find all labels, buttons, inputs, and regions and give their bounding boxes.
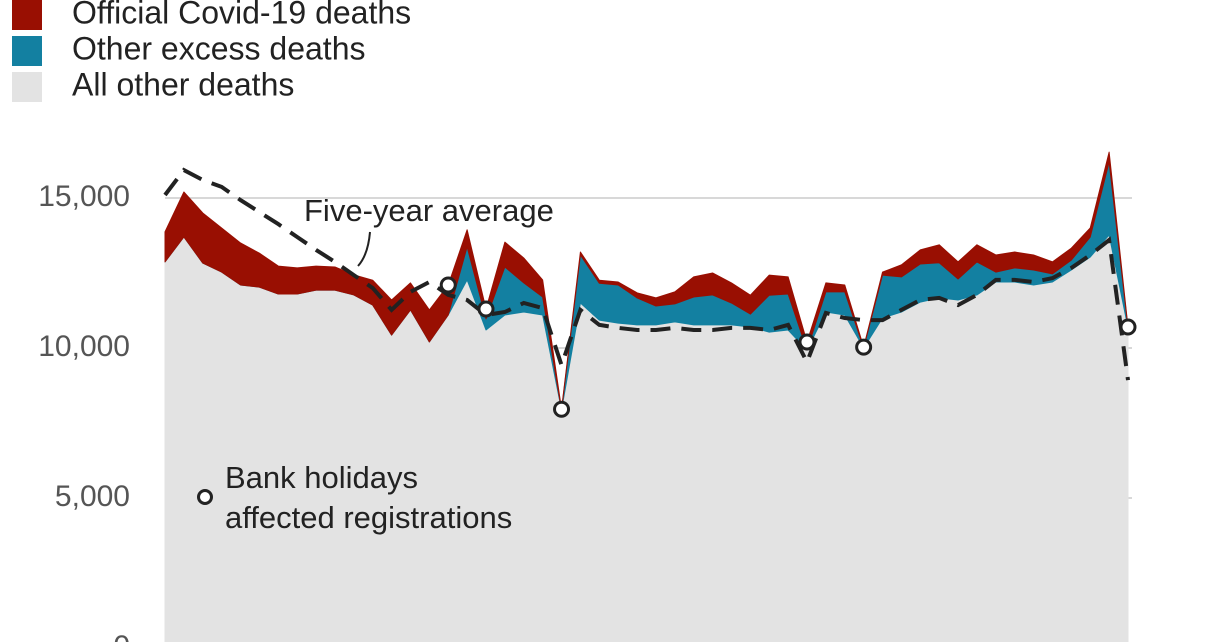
legend-label: Other excess deaths (72, 30, 365, 66)
annotation-pointer (357, 231, 371, 267)
labels: 0 5,000 10,000 15,000 Five-year average Bank … (12, 0, 554, 642)
y-tick-label: 0 (113, 630, 130, 642)
annotation: Five-year average (304, 193, 554, 228)
annotation: affected registrations (225, 500, 512, 535)
annotation: Bank holidays (225, 460, 418, 495)
key-marker (197, 489, 213, 505)
average-line (163, 167, 1130, 381)
lines (163, 167, 1130, 381)
bank-holiday-marker (855, 338, 873, 356)
legend-label: Official Covid-19 deaths (72, 0, 411, 30)
bank-holiday-marker (477, 300, 495, 318)
markers (439, 276, 1137, 418)
legend-label: All other deaths (72, 66, 294, 102)
bank-holiday-marker (1119, 318, 1137, 336)
y-tick-label: 5,000 (55, 480, 130, 513)
bank-holiday-marker (439, 276, 457, 294)
legend-swatch (12, 72, 42, 102)
legend-swatch (12, 0, 42, 30)
y-tick-label: 10,000 (38, 330, 130, 363)
bank-holiday-marker (553, 400, 571, 418)
areas (164, 151, 1129, 642)
legend-swatch (12, 36, 42, 66)
y-tick-label: 15,000 (38, 180, 130, 213)
bank-holiday-marker (798, 333, 816, 351)
